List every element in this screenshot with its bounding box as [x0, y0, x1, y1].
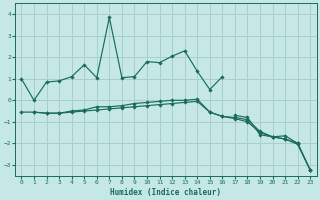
X-axis label: Humidex (Indice chaleur): Humidex (Indice chaleur): [110, 188, 221, 197]
